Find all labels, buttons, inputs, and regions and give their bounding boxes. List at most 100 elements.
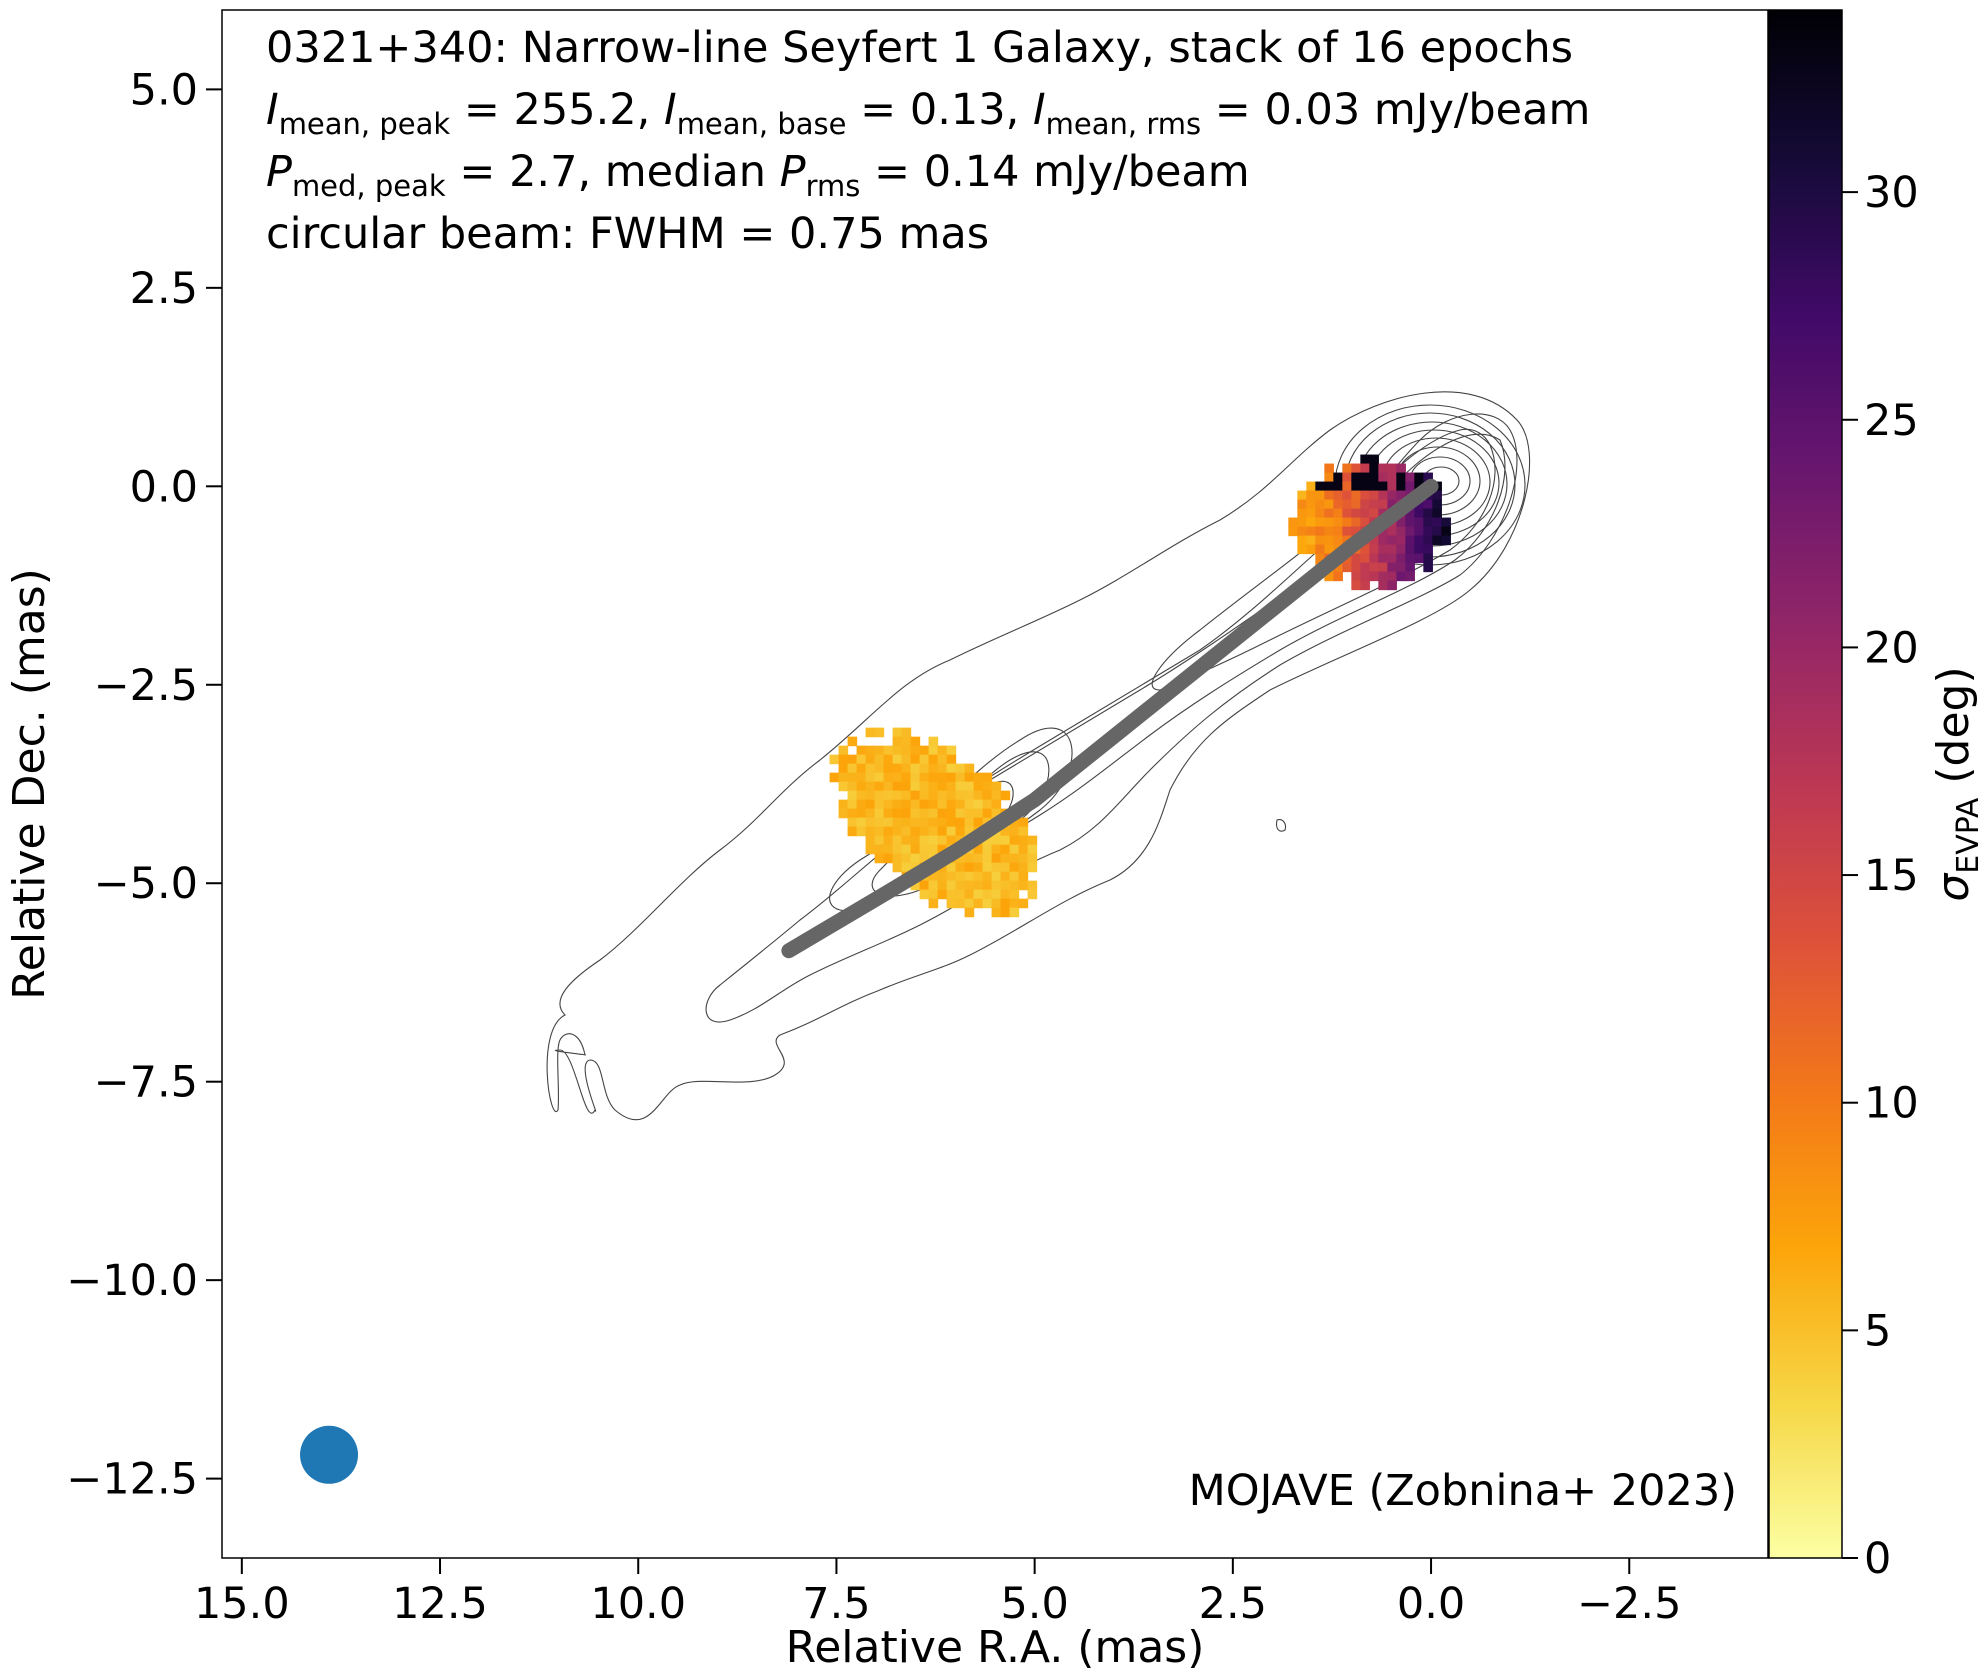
evpa-pixel [1000,790,1011,801]
evpa-pixel [1423,553,1433,564]
evpa-pixel [955,889,966,900]
evpa-pixel [910,790,921,801]
evpa-pixel [874,799,885,810]
evpa-pixel [928,880,939,891]
beam-ellipse [300,1425,359,1484]
evpa-pixel [874,844,885,855]
evpa-pixel [1360,517,1370,528]
evpa-pixel [1396,490,1406,501]
evpa-pixel [973,844,984,855]
evpa-pixel [1360,499,1370,510]
evpa-pixel [919,799,930,810]
evpa-pixel [973,898,984,909]
evpa-pixel [937,880,948,891]
evpa-pixel [1378,571,1388,582]
evpa-pixel [1018,826,1029,837]
evpa-pixel [1009,817,1020,828]
evpa-pixel [919,835,930,846]
evpa-pixel [982,781,993,792]
evpa-pixel [1342,472,1352,483]
evpa-pixel [928,781,939,792]
evpa-pixel [901,844,912,855]
evpa-pixel [1018,835,1029,846]
evpa-pixel [865,754,876,765]
evpa-pixel [991,889,1002,900]
evpa-pixel [1306,508,1316,519]
evpa-pixel [1009,889,1020,900]
evpa-pixel [1342,562,1352,573]
evpa-pixel [838,745,849,756]
evpa-pixel [847,799,858,810]
evpa-pixel [892,772,903,783]
evpa-pixel [1387,481,1397,492]
evpa-pixel [955,799,966,810]
evpa-pixel [1378,535,1388,546]
evpa-pixel [910,745,921,756]
colorbar-tick-label: 15 [1864,851,1919,901]
evpa-pixel [1387,472,1397,483]
colorbar-tick-label: 30 [1864,168,1919,218]
evpa-pixel [973,862,984,873]
evpa-pixel [1369,508,1379,519]
header-line: Imean, peak = 255.2, Imean, base = 0.13,… [266,85,1590,141]
evpa-pixel [964,871,975,882]
evpa-pixel [1396,481,1406,492]
evpa-pixel [1324,535,1334,546]
evpa-pixel [883,826,894,837]
evpa-pixel [964,907,975,918]
evpa-pixel [892,754,903,765]
evpa-pixel [1018,862,1029,873]
evpa-pixel [1396,562,1406,573]
evpa-pixel [1333,499,1343,510]
evpa-pixel [1432,508,1442,519]
evpa-pixel [1378,490,1388,501]
evpa-pixel [973,871,984,882]
colorbar-label: σEVPA (deg) [1928,666,1978,901]
evpa-pixel [865,763,876,774]
evpa-pixel [1360,472,1370,483]
evpa-pixel [955,898,966,909]
evpa-pixel [1369,481,1379,492]
x-tick-label: 15.0 [194,1579,290,1629]
evpa-pixel [973,817,984,828]
evpa-pixel [1009,880,1020,891]
y-tick-label: 2.5 [130,264,198,314]
evpa-pixel [1342,508,1352,519]
y-tick-label: 0.0 [130,462,198,512]
colorbar-tick-label: 0 [1864,1534,1891,1584]
y-axis-ticks: 5.0 2.5 0.0 −2.5 −5.0 −7.5 −10.0 −12.5 [66,65,222,1505]
evpa-pixel [982,862,993,873]
evpa-pixel [1378,544,1388,555]
evpa-pixel [1315,508,1325,519]
evpa-pixel [901,835,912,846]
evpa-pixel [1405,544,1415,555]
evpa-pixel [982,853,993,864]
evpa-pixel [973,772,984,783]
evpa-pixel [1396,571,1406,582]
evpa-pixel [1360,508,1370,519]
evpa-pixel [919,817,930,828]
evpa-pixel [874,826,885,837]
evpa-pixel [964,826,975,837]
evpa-pixel [865,808,876,819]
evpa-pixel [937,745,948,756]
evpa-pixel [1315,517,1325,528]
evpa-pixel [1360,562,1370,573]
evpa-pixel [1306,499,1316,510]
evpa-pixel [892,817,903,828]
evpa-pixel [1306,490,1316,501]
evpa-pixel [1378,499,1388,510]
evpa-pixel [1306,481,1316,492]
evpa-pixel [1405,517,1415,528]
evpa-pixel [1369,562,1379,573]
evpa-pixel [1306,526,1316,537]
evpa-pixel [829,754,840,765]
evpa-pixel [1018,880,1029,891]
evpa-pixel [1414,553,1424,564]
evpa-pixel [1360,463,1370,474]
evpa-pixel [1009,862,1020,873]
evpa-pixel [1351,562,1361,573]
evpa-pixel [1369,571,1379,582]
evpa-pixel [1315,526,1325,537]
evpa-pixel [964,898,975,909]
